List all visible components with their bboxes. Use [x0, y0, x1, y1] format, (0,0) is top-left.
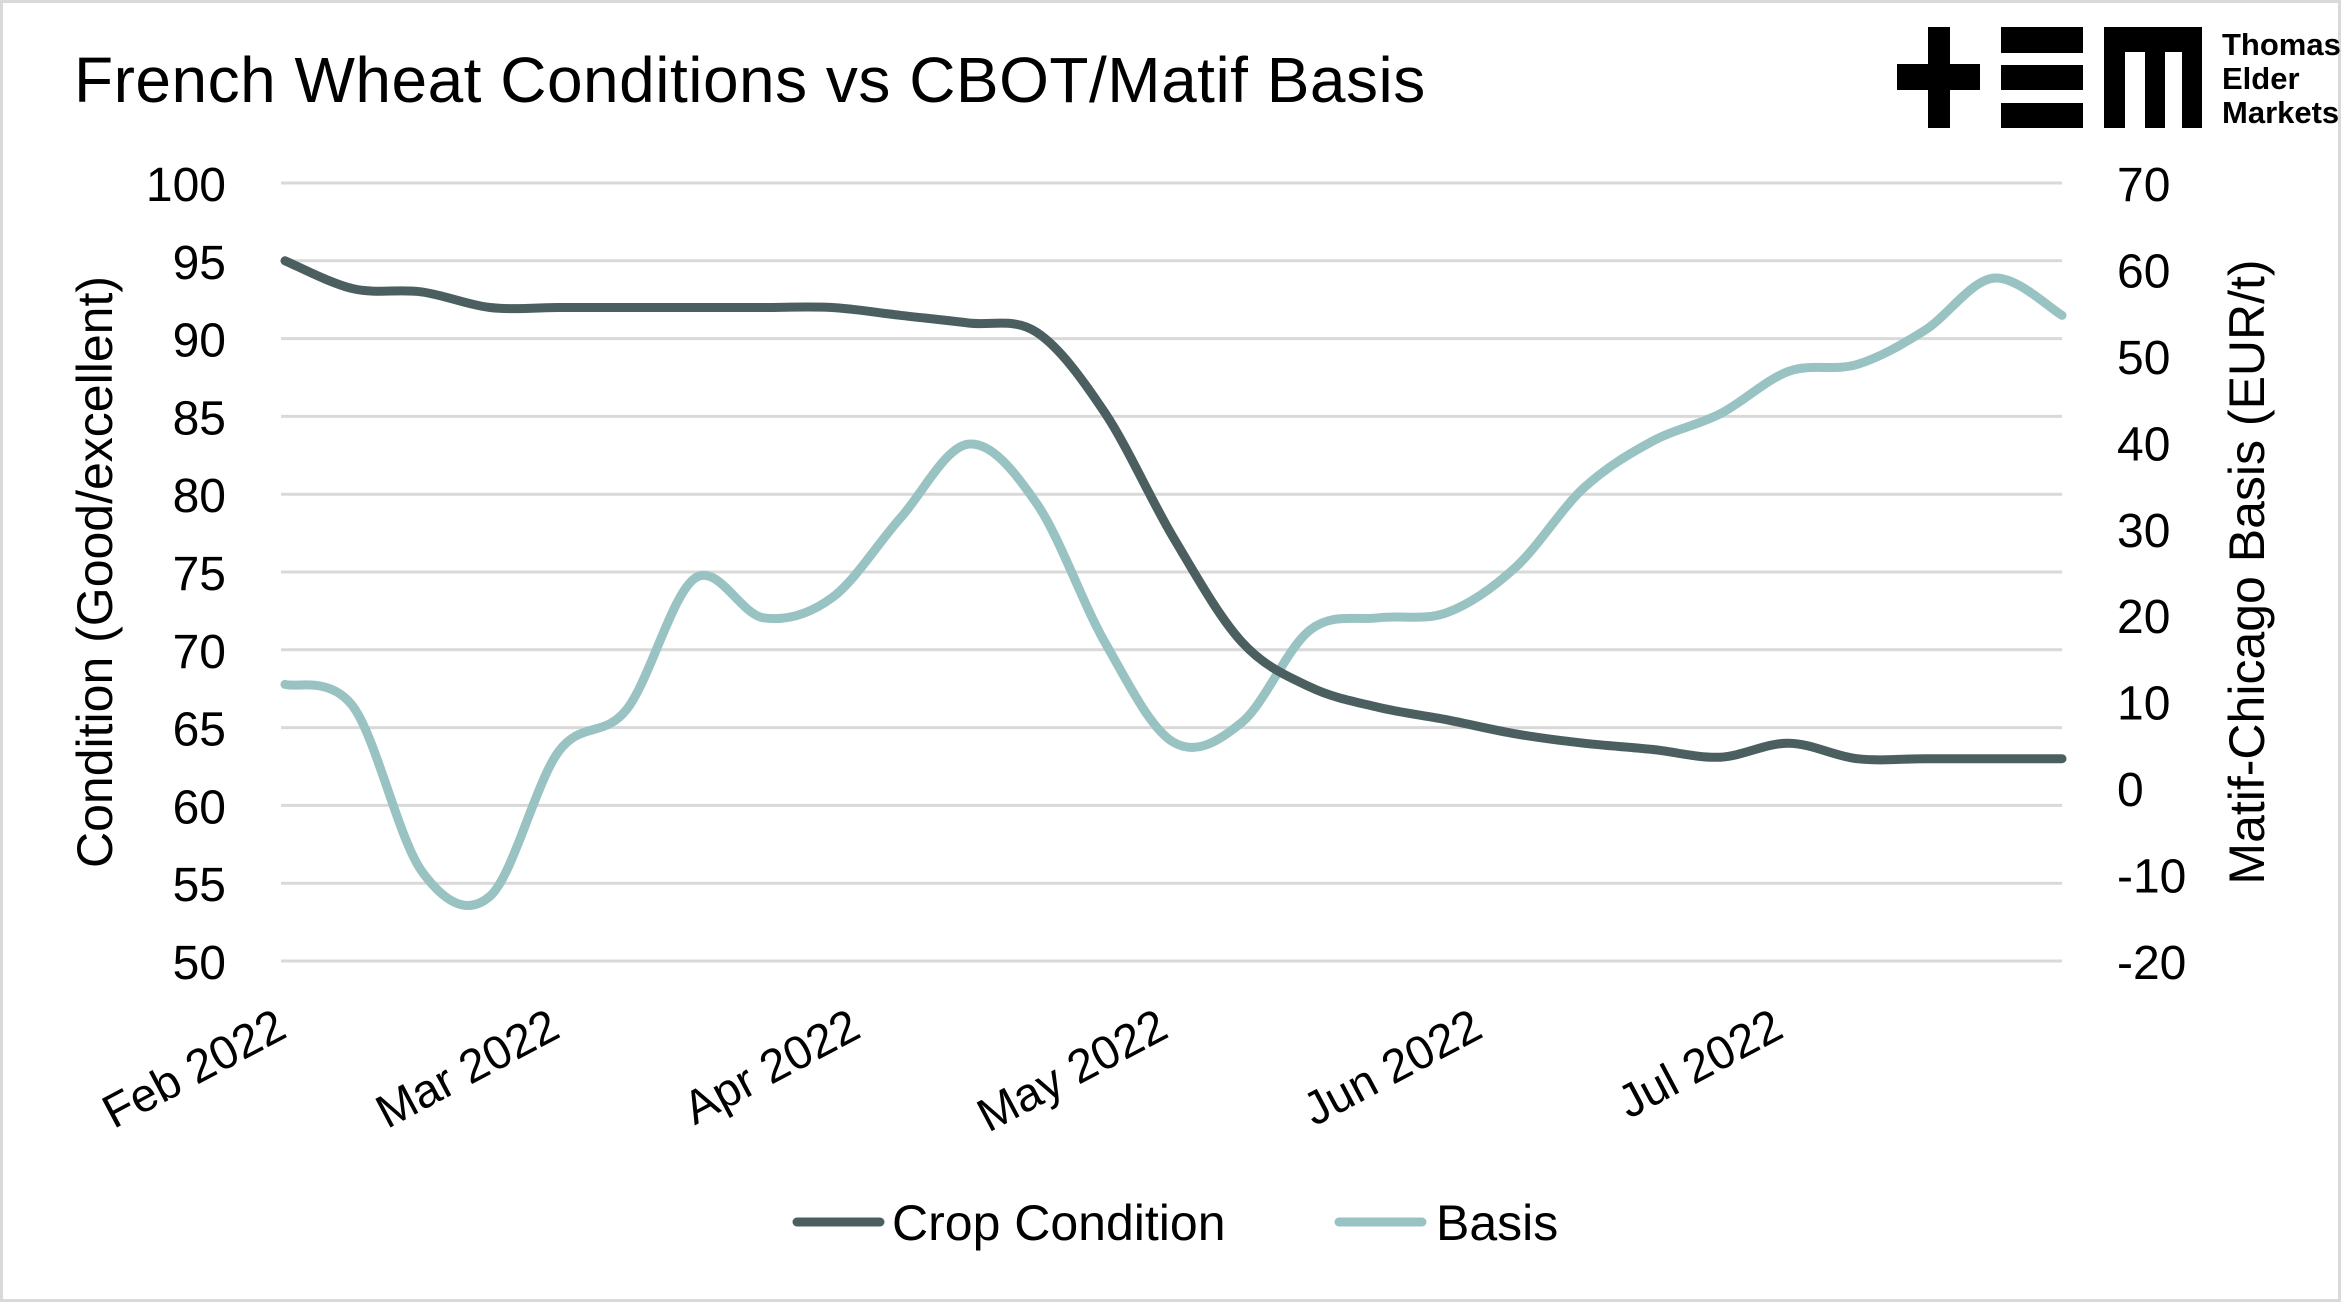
right-tick-label: 60 — [2117, 245, 2170, 298]
x-tick-label: May 2022 — [968, 998, 1175, 1142]
right-axis-ticks: 70 60 50 40 30 20 10 0 -10 -20 — [2117, 159, 2186, 990]
logo-m-icon — [2104, 27, 2202, 128]
left-tick-label: 60 — [173, 781, 226, 834]
x-tick-label: Jul 2022 — [1609, 998, 1791, 1128]
right-tick-label: 30 — [2117, 505, 2170, 558]
left-tick-label: 50 — [173, 937, 226, 990]
x-tick-label: Jun 2022 — [1294, 998, 1490, 1136]
series-points-crop-condition — [285, 261, 2062, 759]
x-tick-label: Feb 2022 — [93, 998, 293, 1138]
series-line-crop-condition — [280, 256, 2067, 765]
logo-text-line-3: Markets — [2222, 95, 2339, 130]
logo-plus-icon — [1897, 27, 1980, 128]
left-tick-label: 90 — [173, 315, 226, 368]
left-tick-label: 70 — [173, 626, 226, 679]
gridlines — [281, 181, 2062, 963]
legend-item-crop-condition[interactable]: Crop Condition — [792, 1195, 1226, 1251]
right-axis-title: Matif-Chicago Basis (EUR/t) — [2219, 259, 2275, 884]
left-tick-label: 80 — [173, 470, 226, 523]
left-axis-ticks: 100 95 90 85 80 75 70 65 60 55 50 — [146, 159, 226, 990]
logo-e-icon — [2001, 27, 2083, 128]
chart-title: French Wheat Conditions vs CBOT/Matif Ba… — [74, 44, 1426, 116]
left-tick-label: 85 — [173, 392, 226, 445]
left-tick-label: 55 — [173, 859, 226, 912]
x-axis-ticks: Feb 2022 Mar 2022 Apr 2022 May 2022 Jun 2022… — [93, 998, 1790, 1142]
right-tick-label: -10 — [2117, 851, 2186, 904]
series-layer — [280, 256, 2067, 910]
right-tick-label: -20 — [2117, 937, 2186, 990]
right-tick-label: 0 — [2117, 764, 2144, 817]
legend-item-basis[interactable]: Basis — [1334, 1195, 1558, 1251]
x-tick-label: Apr 2022 — [674, 998, 867, 1134]
right-tick-label: 70 — [2117, 159, 2170, 212]
left-tick-label: 95 — [173, 237, 226, 290]
left-tick-label: 75 — [173, 548, 226, 601]
logo-text-line-2: Elder — [2222, 61, 2300, 96]
legend-label-crop-condition: Crop Condition — [892, 1195, 1226, 1251]
logo: Thomas Elder Markets — [1897, 27, 2341, 130]
x-tick-label: Mar 2022 — [367, 998, 567, 1138]
right-tick-label: 50 — [2117, 332, 2170, 385]
right-tick-label: 10 — [2117, 678, 2170, 731]
left-tick-label: 65 — [173, 704, 226, 757]
left-axis-title: Condition (Good/excellent) — [67, 276, 123, 868]
right-tick-label: 20 — [2117, 591, 2170, 644]
legend-label-basis: Basis — [1436, 1195, 1558, 1251]
left-tick-label: 100 — [146, 159, 226, 212]
logo-text-line-1: Thomas — [2222, 27, 2341, 62]
right-tick-label: 40 — [2117, 418, 2170, 471]
series-line-basis — [280, 273, 2067, 910]
legend: Crop Condition Basis — [792, 1195, 1558, 1251]
